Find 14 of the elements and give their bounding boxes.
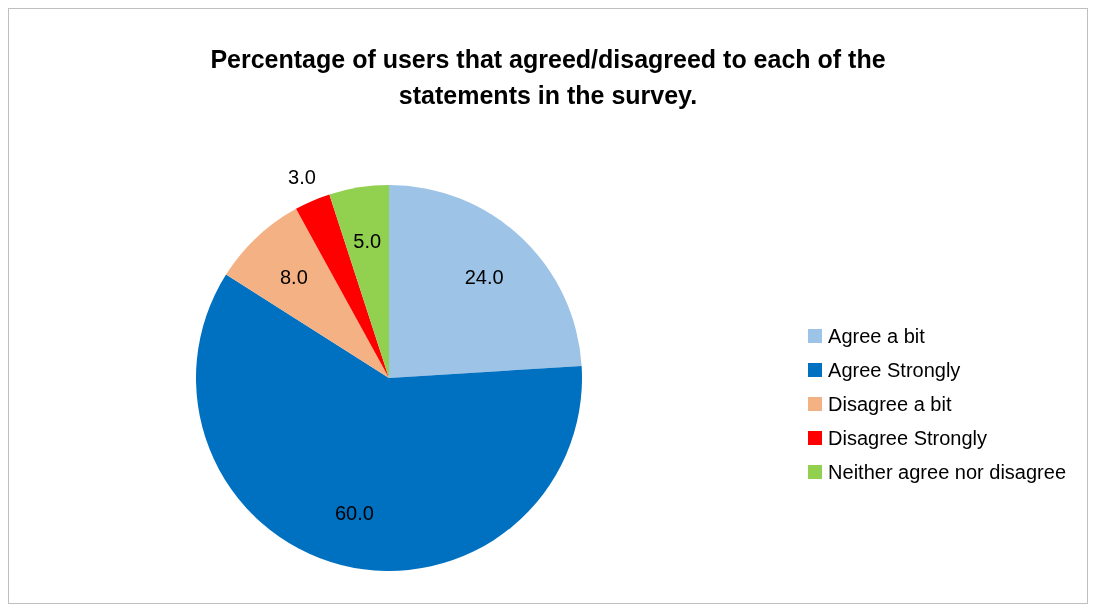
pie-slice bbox=[389, 185, 582, 378]
legend-label: Agree Strongly bbox=[828, 358, 961, 383]
chart-title: Percentage of users that agreed/disagreed to each of the statements in the survey. bbox=[209, 44, 887, 111]
legend-label: Neither agree nor disagree bbox=[828, 460, 1066, 485]
legend-label: Disagree a bit bbox=[828, 392, 952, 417]
data-label: 24.0 bbox=[464, 265, 504, 288]
data-label: 8.0 bbox=[279, 265, 308, 288]
pie-slice bbox=[226, 208, 389, 378]
data-label: 5.0 bbox=[353, 229, 382, 252]
data-label: 60.0 bbox=[334, 501, 374, 524]
pie-slice bbox=[329, 185, 389, 378]
legend-label: Agree a bit bbox=[828, 324, 925, 349]
data-label: 3.0 bbox=[288, 166, 316, 189]
legend-label: Disagree Strongly bbox=[828, 426, 988, 451]
